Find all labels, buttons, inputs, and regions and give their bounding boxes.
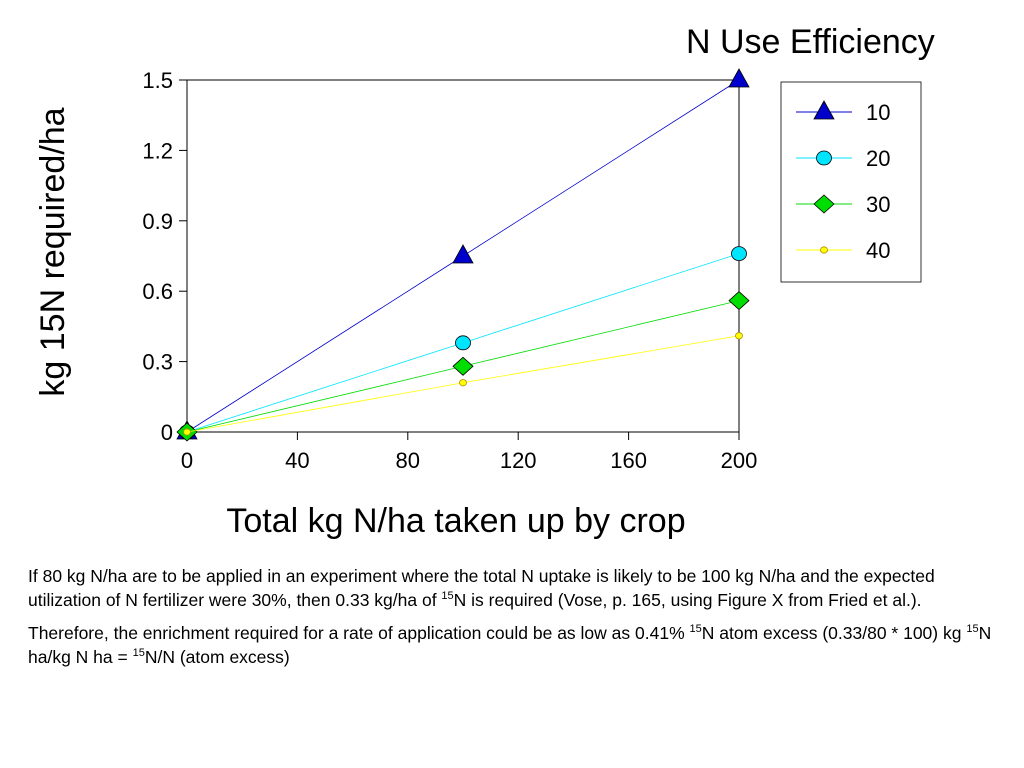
data-point-40	[735, 332, 743, 340]
x-tick-label: 120	[500, 448, 537, 473]
y-tick-label: 0.6	[142, 279, 173, 304]
data-point-20	[731, 246, 747, 262]
legend-marker	[813, 100, 835, 120]
y-axis-title: kg 15N required/ha	[34, 107, 72, 396]
note-1-sup: 15	[441, 590, 454, 603]
series-layer	[176, 68, 750, 442]
data-point-40	[459, 379, 467, 387]
x-tick-label: 40	[285, 448, 309, 473]
note-paragraph-1: If 80 kg N/ha are to be applied in an ex…	[28, 564, 996, 612]
axis-ticks: 0 0.3 0.6 0.9 1.2 1.5 0 40 80 120 160 200	[142, 68, 757, 473]
chart: N Use Efficiency Total kg N/ha taken up …	[34, 23, 935, 540]
note-1-text-b: N is required (Vose, p. 165, using Figur…	[453, 590, 922, 610]
legend-marker	[816, 150, 832, 166]
note-2-sup-2: 15	[966, 623, 979, 636]
note-2-sup-3: 15	[132, 647, 145, 660]
data-point-10	[452, 244, 474, 264]
y-tick-label: 1.5	[142, 68, 173, 93]
x-tick-label: 200	[721, 448, 758, 473]
note-2-sup-1: 15	[689, 623, 702, 636]
legend-label: 10	[866, 100, 890, 125]
y-tick-label: 0	[161, 420, 173, 445]
legend-marker	[813, 194, 835, 214]
data-point-30	[452, 356, 474, 376]
y-tick-label: 1.2	[142, 138, 173, 163]
legend: 10 20 30 40	[780, 81, 922, 283]
legend-marker	[820, 246, 828, 254]
data-point-10	[728, 68, 750, 88]
chart-title: N Use Efficiency	[686, 23, 935, 61]
data-point-20	[455, 335, 471, 351]
series-20	[179, 246, 747, 440]
note-1-text-a: If 80 kg N/ha are to be applied in an ex…	[28, 566, 935, 610]
legend-label: 20	[866, 146, 890, 171]
note-2-text-d: N/N (atom excess)	[144, 647, 290, 667]
legend-label: 40	[866, 238, 890, 263]
legend-item-10: 10	[796, 100, 890, 125]
x-tick-label: 0	[181, 448, 193, 473]
y-tick-label: 0.3	[142, 350, 173, 375]
legend-item-30: 30	[796, 192, 890, 217]
note-2-text-a: Therefore, the enrichment required for a…	[28, 623, 690, 643]
data-point-40	[183, 428, 191, 436]
x-tick-label: 160	[610, 448, 647, 473]
y-tick-label: 0.9	[142, 209, 173, 234]
legend-box	[780, 81, 922, 283]
note-2-text-c: N ha/kg N ha =	[28, 623, 992, 667]
x-tick-label: 80	[396, 448, 420, 473]
data-point-30	[728, 291, 750, 311]
note-paragraph-2: Therefore, the enrichment required for a…	[28, 621, 996, 669]
legend-item-20: 20	[796, 146, 890, 171]
legend-label: 30	[866, 192, 890, 217]
series-30	[176, 291, 750, 442]
series-40	[183, 332, 743, 436]
note-2-text-b: N atom excess (0.33/80 * 100) kg	[701, 623, 967, 643]
x-axis-title: Total kg N/ha taken up by crop	[226, 502, 685, 540]
notes: If 80 kg N/ha are to be applied in an ex…	[28, 564, 996, 678]
legend-item-40: 40	[796, 238, 890, 263]
